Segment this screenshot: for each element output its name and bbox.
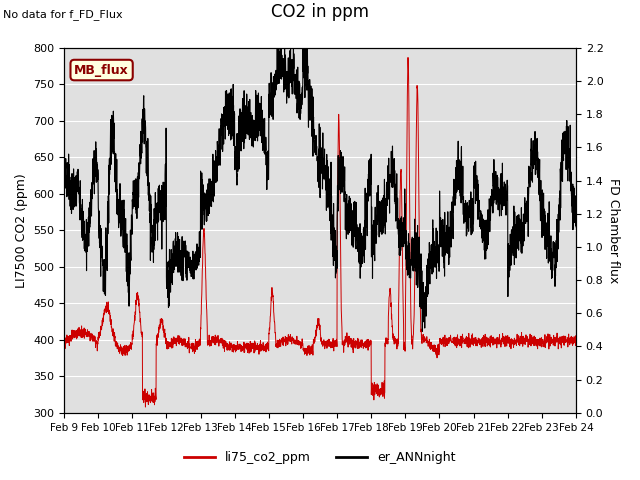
Y-axis label: FD Chamber flux: FD Chamber flux xyxy=(607,178,620,283)
Legend: li75_co2_ppm, er_ANNnight: li75_co2_ppm, er_ANNnight xyxy=(179,446,461,469)
Y-axis label: LI7500 CO2 (ppm): LI7500 CO2 (ppm) xyxy=(15,173,28,288)
Text: MB_flux: MB_flux xyxy=(74,63,129,76)
Text: CO2 in ppm: CO2 in ppm xyxy=(271,3,369,21)
Text: No data for f_FD_Flux: No data for f_FD_Flux xyxy=(3,9,123,20)
